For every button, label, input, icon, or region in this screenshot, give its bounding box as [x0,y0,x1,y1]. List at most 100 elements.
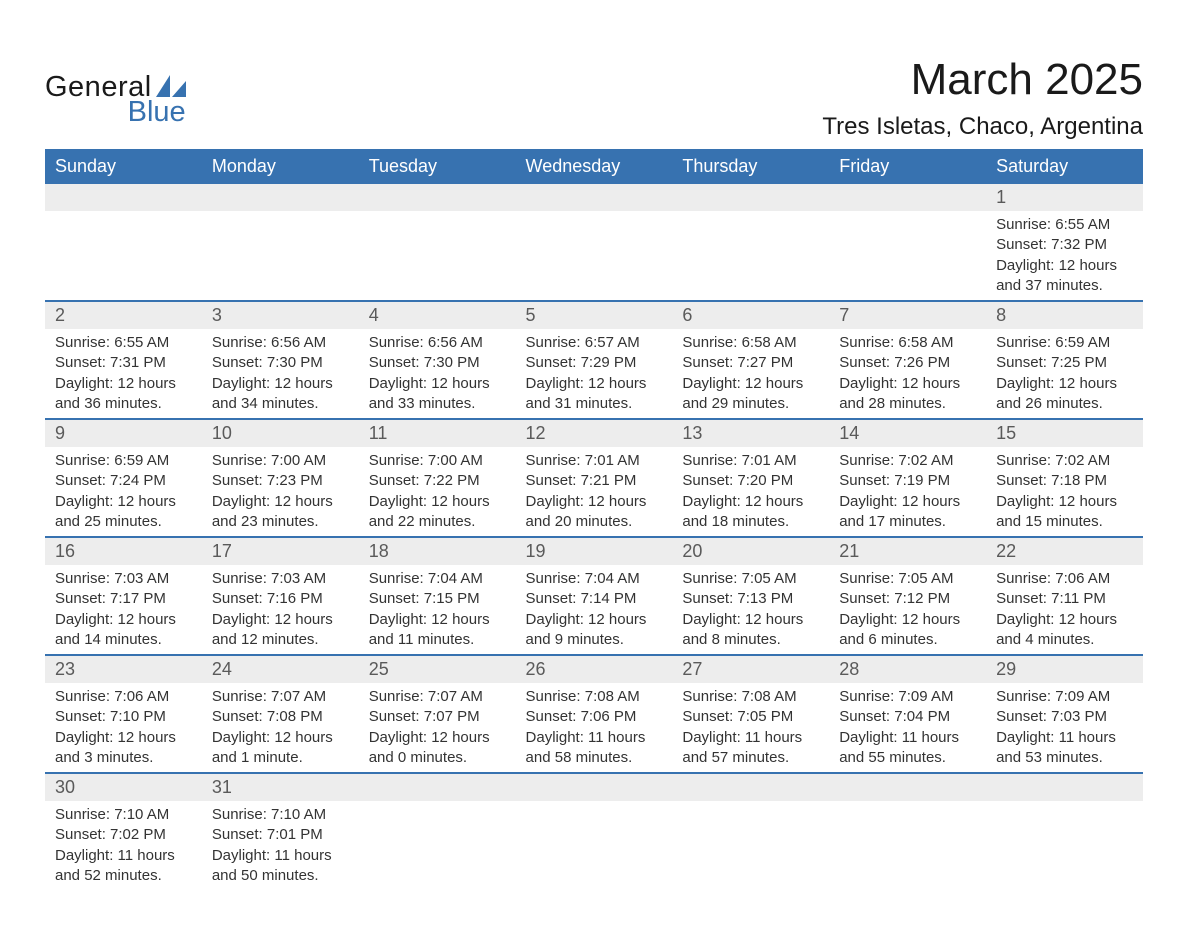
sunset-text: Sunset: 7:31 PM [55,353,192,373]
title-block: March 2025 Tres Isletas, Chaco, Argentin… [822,55,1143,141]
day-data-cell [516,211,673,301]
daylight-text-1: Daylight: 12 hours [839,374,976,394]
sunset-text: Sunset: 7:30 PM [212,353,349,373]
daylight-text-2: and 53 minutes. [996,748,1133,768]
daylight-text-1: Daylight: 12 hours [996,374,1133,394]
day-number-cell [829,773,986,801]
day-data-cell [202,211,359,301]
sunrise-text: Sunrise: 7:03 AM [212,569,349,589]
daylight-text-1: Daylight: 12 hours [839,610,976,630]
daylight-text-1: Daylight: 12 hours [369,492,506,512]
day-number-cell: 7 [829,301,986,329]
day-number-cell: 25 [359,655,516,683]
day-number-cell [829,184,986,211]
day-data-cell: Sunrise: 6:55 AMSunset: 7:31 PMDaylight:… [45,329,202,419]
daylight-text-2: and 22 minutes. [369,512,506,532]
day-number-cell: 29 [986,655,1143,683]
sunrise-text: Sunrise: 7:01 AM [526,451,663,471]
daylight-text-1: Daylight: 12 hours [682,492,819,512]
data-row: Sunrise: 7:03 AMSunset: 7:17 PMDaylight:… [45,565,1143,655]
sunrise-text: Sunrise: 6:56 AM [212,333,349,353]
sunset-text: Sunset: 7:23 PM [212,471,349,491]
sunrise-text: Sunrise: 7:10 AM [212,805,349,825]
sunrise-text: Sunrise: 6:58 AM [839,333,976,353]
data-row: Sunrise: 7:06 AMSunset: 7:10 PM Daylight:… [45,683,1143,773]
sunset-text: Sunset: 7:03 PM [996,707,1133,727]
day-data-cell [359,211,516,301]
day-number-cell: 20 [672,537,829,565]
sunset-text: Sunset: 7:01 PM [212,825,349,845]
daylight-text-1: Daylight: 11 hours [996,728,1133,748]
daylight-text-1: Daylight: 11 hours [682,728,819,748]
sunrise-text: Sunrise: 7:09 AM [996,687,1133,707]
sunset-text: Sunset: 7:26 PM [839,353,976,373]
sunset-text: Sunset: 7:10 PM [55,707,192,727]
sunset-text: Sunset: 7:12 PM [839,589,976,609]
day-number-cell [202,184,359,211]
sunset-text: Sunset: 7:05 PM [682,707,819,727]
sunset-text: Sunset: 7:02 PM [55,825,192,845]
day-number-cell: 14 [829,419,986,447]
daylight-text-1: Daylight: 11 hours [839,728,976,748]
day-number-cell [516,773,673,801]
data-row: Sunrise: 6:55 AMSunset: 7:32 PMDaylight:… [45,211,1143,301]
sunset-text: Sunset: 7:21 PM [526,471,663,491]
daylight-text-1: Daylight: 12 hours [212,374,349,394]
day-data-cell: Sunrise: 7:08 AMSunset: 7:06 PMDaylight:… [516,683,673,773]
calendar-body: 1 Sunrise: 6:55 AMSunset: 7:32 PMDayligh… [45,184,1143,890]
daylight-text-1: Daylight: 12 hours [212,610,349,630]
day-data-cell: Sunrise: 6:59 AMSunset: 7:25 PMDaylight:… [986,329,1143,419]
daylight-text-1: Daylight: 12 hours [55,492,192,512]
sunrise-text: Sunrise: 7:05 AM [839,569,976,589]
daynum-row: 16171819202122 [45,537,1143,565]
day-number-cell: 24 [202,655,359,683]
day-data-cell: Sunrise: 7:01 AMSunset: 7:21 PMDaylight:… [516,447,673,537]
sunset-text: Sunset: 7:27 PM [682,353,819,373]
daylight-text-2: and 29 minutes. [682,394,819,414]
sunrise-text: Sunrise: 7:01 AM [682,451,819,471]
sunset-text: Sunset: 7:13 PM [682,589,819,609]
day-data-cell: Sunrise: 7:07 AMSunset: 7:08 PMDaylight:… [202,683,359,773]
sunset-text: Sunset: 7:20 PM [682,471,819,491]
daylight-text-2: and 15 minutes. [996,512,1133,532]
day-number-cell [359,184,516,211]
day-data-cell: Sunrise: 7:07 AMSunset: 7:07 PMDaylight:… [359,683,516,773]
day-number-cell: 30 [45,773,202,801]
day-number-cell: 26 [516,655,673,683]
day-data-cell: Sunrise: 6:58 AMSunset: 7:27 PMDaylight:… [672,329,829,419]
daylight-text-2: and 0 minutes. [369,748,506,768]
daylight-text-2: and 18 minutes. [682,512,819,532]
day-data-cell: Sunrise: 7:03 AMSunset: 7:17 PMDaylight:… [45,565,202,655]
day-number-cell: 11 [359,419,516,447]
daylight-text-1: Daylight: 12 hours [526,492,663,512]
daylight-text-2: and 26 minutes. [996,394,1133,414]
day-data-cell [829,211,986,301]
day-data-cell: Sunrise: 7:09 AMSunset: 7:04 PMDaylight:… [829,683,986,773]
day-data-cell: Sunrise: 7:02 AMSunset: 7:18 PMDaylight:… [986,447,1143,537]
day-data-cell: Sunrise: 6:58 AMSunset: 7:26 PMDaylight:… [829,329,986,419]
day-number-cell: 9 [45,419,202,447]
day-number-cell: 12 [516,419,673,447]
sunrise-text: Sunrise: 6:55 AM [55,333,192,353]
daylight-text-2: and 14 minutes. [55,630,192,650]
daylight-text-2: and 3 minutes. [55,748,192,768]
day-number-cell: 13 [672,419,829,447]
daylight-text-2: and 36 minutes. [55,394,192,414]
day-data-cell: Sunrise: 7:00 AMSunset: 7:22 PMDaylight:… [359,447,516,537]
sunrise-text: Sunrise: 6:56 AM [369,333,506,353]
day-data-cell: Sunrise: 7:08 AMSunset: 7:05 PMDaylight:… [672,683,829,773]
sunrise-text: Sunrise: 7:04 AM [526,569,663,589]
day-number-cell [672,184,829,211]
daylight-text-2: and 11 minutes. [369,630,506,650]
day-number-cell: 19 [516,537,673,565]
day-data-cell: Sunrise: 7:00 AMSunset: 7:23 PMDaylight:… [202,447,359,537]
day-number-cell: 16 [45,537,202,565]
sunrise-text: Sunrise: 7:07 AM [212,687,349,707]
daylight-text-2: and 25 minutes. [55,512,192,532]
sunrise-text: Sunrise: 7:06 AM [55,687,192,707]
day-number-cell: 22 [986,537,1143,565]
day-number-cell: 5 [516,301,673,329]
daylight-text-2: and 57 minutes. [682,748,819,768]
day-data-cell: Sunrise: 7:10 AMSunset: 7:01 PMDaylight:… [202,801,359,890]
logo-text-blue: Blue [45,98,186,127]
